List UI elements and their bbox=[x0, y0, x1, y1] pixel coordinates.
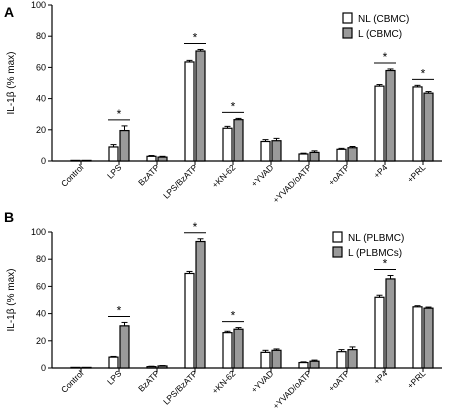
x-tick-label: +oATP bbox=[326, 162, 351, 187]
x-tick-label: LPS/BzATP bbox=[161, 162, 200, 201]
bar bbox=[108, 356, 119, 369]
panel-label: A bbox=[4, 4, 14, 20]
bar bbox=[195, 240, 206, 369]
y-tick-label: 60 bbox=[36, 281, 46, 291]
x-tick-label: +YVAD bbox=[249, 368, 276, 395]
bar bbox=[309, 151, 320, 162]
bar bbox=[374, 85, 385, 162]
bar bbox=[260, 140, 271, 162]
y-tick-label: 80 bbox=[36, 31, 46, 41]
bar bbox=[146, 366, 157, 369]
bar bbox=[385, 69, 396, 162]
y-tick-label: 40 bbox=[36, 309, 46, 319]
legend-swatch bbox=[332, 246, 343, 258]
bar bbox=[309, 360, 320, 369]
significance-star: * bbox=[383, 50, 388, 64]
x-tick-label: LPS bbox=[105, 368, 124, 387]
x-tick-label: +YVAD bbox=[249, 162, 276, 189]
legend-label: L (PLBMCs) bbox=[348, 248, 402, 259]
bar bbox=[157, 156, 168, 162]
chart-panel-a: A IL-1β (% max) 0 20 40 60 80 100 Control LPS * BzA… bbox=[4, 0, 442, 205]
y-tick-label: 100 bbox=[31, 227, 46, 237]
significance-star: * bbox=[231, 309, 236, 323]
bar bbox=[347, 349, 358, 369]
legend-label: NL (PLBMC) bbox=[348, 233, 404, 244]
legend-swatch bbox=[332, 231, 343, 243]
bar bbox=[336, 148, 347, 162]
chart-panel-b: B IL-1β (% max) 0 20 40 60 80 100 Control LPS * BzA… bbox=[4, 209, 442, 411]
bar bbox=[119, 129, 130, 162]
bar bbox=[108, 146, 119, 162]
bar bbox=[146, 155, 157, 162]
x-tick-label: LPS/BzATP bbox=[161, 368, 200, 407]
significance-star: * bbox=[231, 99, 236, 113]
panel-label: B bbox=[4, 209, 14, 225]
y-axis-label: IL-1β (% max) bbox=[6, 269, 17, 332]
bar bbox=[222, 127, 233, 162]
x-tick-label: Control bbox=[59, 368, 86, 395]
y-tick-label: 0 bbox=[41, 363, 46, 373]
legend-label: L (CBMC) bbox=[358, 29, 402, 40]
significance-star: * bbox=[193, 220, 198, 234]
x-tick-label: +YVAD/oATP bbox=[271, 162, 314, 205]
bar bbox=[271, 349, 282, 369]
x-tick-label: BzATP bbox=[136, 162, 162, 188]
bar bbox=[385, 278, 396, 369]
bar bbox=[184, 272, 195, 369]
x-tick-label: +KN-62 bbox=[210, 368, 238, 396]
bar bbox=[119, 325, 130, 369]
significance-star: * bbox=[193, 30, 198, 44]
bar bbox=[336, 351, 347, 369]
y-tick-label: 80 bbox=[36, 254, 46, 264]
y-tick-label: 40 bbox=[36, 94, 46, 104]
y-tick-label: 60 bbox=[36, 62, 46, 72]
significance-star: * bbox=[421, 66, 426, 80]
bar bbox=[233, 328, 244, 369]
bar bbox=[271, 140, 282, 162]
bar bbox=[374, 296, 385, 369]
y-tick-label: 0 bbox=[41, 156, 46, 166]
bar bbox=[412, 306, 423, 369]
bar bbox=[423, 307, 434, 369]
x-tick-label: +PRL bbox=[405, 162, 427, 184]
bar bbox=[260, 351, 271, 369]
x-tick-label: +oATP bbox=[326, 368, 351, 393]
bar bbox=[233, 119, 244, 162]
bar bbox=[347, 147, 358, 162]
y-axis-label: IL-1β (% max) bbox=[6, 52, 17, 115]
bar bbox=[298, 153, 309, 162]
legend-label: NL (CBMC) bbox=[358, 14, 409, 25]
x-tick-label: +KN-62 bbox=[210, 162, 238, 190]
significance-star: * bbox=[117, 107, 122, 121]
y-tick-label: 20 bbox=[36, 125, 46, 135]
x-tick-label: Control bbox=[59, 162, 86, 189]
significance-star: * bbox=[383, 257, 388, 271]
y-tick-label: 20 bbox=[36, 336, 46, 346]
x-tick-label: LPS bbox=[105, 162, 124, 181]
bar bbox=[298, 361, 309, 369]
x-tick-label: +P4 bbox=[371, 162, 389, 180]
x-tick-label: BzATP bbox=[136, 368, 162, 394]
y-tick-label: 100 bbox=[31, 0, 46, 10]
x-tick-label: +P4 bbox=[371, 368, 389, 386]
x-tick-label: +PRL bbox=[405, 368, 427, 390]
bar bbox=[423, 92, 434, 162]
bar bbox=[184, 61, 195, 162]
x-tick-label: +YVAD/oATP bbox=[271, 368, 314, 411]
bar bbox=[412, 86, 423, 162]
legend-swatch bbox=[342, 12, 353, 24]
bar bbox=[195, 50, 206, 162]
significance-star: * bbox=[117, 303, 122, 317]
legend-swatch bbox=[342, 27, 353, 39]
bar bbox=[157, 365, 168, 369]
bar bbox=[222, 332, 233, 369]
